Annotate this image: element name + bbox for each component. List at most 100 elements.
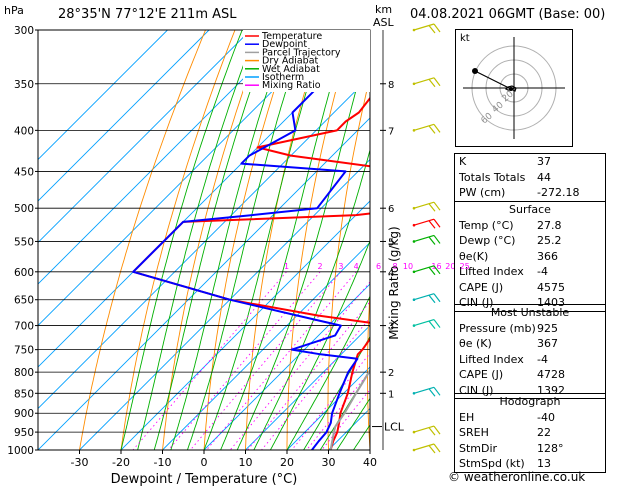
surface-row: CAPE (J) 4575 xyxy=(455,280,605,296)
pressure-tick-label: 850 xyxy=(14,388,34,400)
hodograph-row: EH -40 xyxy=(455,410,605,426)
hpa-axis-unit: hPa xyxy=(4,4,24,17)
pressure-tick-label: 500 xyxy=(14,203,34,215)
km-tick-label: 6 xyxy=(388,204,394,215)
wet-adiabat-line xyxy=(303,335,370,450)
legend-label: Parcel Trajectory xyxy=(262,47,341,58)
wind-barb xyxy=(412,443,441,454)
legend-box xyxy=(243,30,370,92)
wind-barb-staff xyxy=(413,425,435,433)
wet-adiabat-line xyxy=(319,368,370,450)
mixing-ratio-label: 10 xyxy=(403,262,413,271)
isotherm-line xyxy=(79,158,370,450)
wind-barb-staff xyxy=(413,293,435,301)
index-value: 13 xyxy=(537,457,551,470)
wind-barb-base xyxy=(412,270,416,274)
index-value: 25.2 xyxy=(537,234,562,247)
index-row-pw: PW (cm) -272.18 xyxy=(455,185,605,201)
wind-barb-staff xyxy=(413,77,435,85)
index-value: 925 xyxy=(537,321,558,335)
legend-label: Isotherm xyxy=(262,72,304,83)
mixing-ratio-line xyxy=(306,370,370,450)
isotherm-line xyxy=(162,241,370,450)
index-label: StmSpd (kt) xyxy=(459,457,525,470)
index-value: -4 xyxy=(537,352,548,366)
most-unstable-row: CAPE (J) 4728 xyxy=(455,367,605,383)
km-tick-label: 8 xyxy=(388,80,394,91)
wind-barb xyxy=(412,123,441,134)
index-label: Totals Totals xyxy=(459,170,526,184)
dry-adiabat-line xyxy=(203,30,295,450)
temperature-tick-label: 0 xyxy=(201,456,208,469)
surface-row: Lifted Index -4 xyxy=(455,264,605,280)
wind-barb xyxy=(412,23,441,34)
wind-barb-flag xyxy=(428,25,436,34)
temperature-tick-label: -30 xyxy=(71,456,89,469)
wind-barb-flag xyxy=(433,386,441,396)
index-label: θe(K) xyxy=(459,249,489,263)
index-value: 4575 xyxy=(537,280,565,294)
temperature-tick-label: 40 xyxy=(363,456,377,469)
mixing-ratio-label: 16 xyxy=(431,262,441,271)
wet-adiabat-line xyxy=(186,30,306,450)
mixing-ratio-label: 6 xyxy=(376,262,381,271)
wind-barb xyxy=(412,201,441,212)
lcl-label: LCL xyxy=(384,421,405,434)
wind-barb-flag xyxy=(428,125,436,134)
wind-barb-staff xyxy=(413,265,435,273)
wind-barb-base xyxy=(412,240,416,243)
index-value: 4728 xyxy=(537,368,565,381)
index-label: CAPE (J) xyxy=(459,368,504,381)
surface-section-title: Surface xyxy=(509,203,551,216)
wind-barb xyxy=(412,265,441,276)
indices-surface-box: Surface Temp (°C) 27.8 Dewp (°C) 25.2 θe(K… xyxy=(454,201,606,312)
most-unstable-row: θe (K) 367 xyxy=(455,336,605,352)
temperature-tick-label: 30 xyxy=(322,456,336,469)
plot-frame xyxy=(37,29,371,451)
index-label: Lifted Index xyxy=(459,352,524,366)
surface-row: Temp (°C) 27.8 xyxy=(455,218,605,234)
most-unstable-row: Pressure (mb) 925 xyxy=(455,321,605,337)
pressure-tick-label: 600 xyxy=(14,267,34,279)
km-tick-label: 3 xyxy=(388,322,394,333)
wind-barb-base xyxy=(412,298,416,302)
hodograph-unit: kt xyxy=(460,33,470,44)
pressure-tick-label: 450 xyxy=(14,166,34,178)
indices-hodograph-box: Hodograph EH -40 SREH 22 StmDir 128° StmSpd… xyxy=(454,393,606,473)
km-tick-label: 4 xyxy=(388,268,394,279)
wind-barb-flag xyxy=(428,266,436,276)
isotherm-line xyxy=(38,30,210,202)
pressure-tick-label: 350 xyxy=(14,79,34,91)
mixing-ratio-label: 2 xyxy=(318,262,323,271)
wind-barb-flag xyxy=(428,427,436,436)
wind-barb-base xyxy=(412,28,416,32)
wet-adiabat-line xyxy=(336,397,370,450)
mixing-ratio-line xyxy=(168,271,321,450)
temperature-tick-label: -20 xyxy=(112,456,130,469)
mixing-ratio-label: 4 xyxy=(354,262,359,271)
index-label: CIN (J) xyxy=(459,296,494,309)
isotherm-line xyxy=(38,30,334,327)
wind-barbs-column xyxy=(412,23,441,454)
asl-axis-unit: ASL xyxy=(373,16,394,29)
wind-barb-flag xyxy=(433,123,441,133)
pressure-tick-label: 550 xyxy=(14,236,34,248)
index-label: Lifted Index xyxy=(459,265,524,278)
index-label: SREH xyxy=(459,426,489,439)
wind-barb-staff xyxy=(413,386,435,394)
index-value: 44 xyxy=(537,170,551,184)
isotherm-line xyxy=(38,30,168,161)
footer-credit[interactable]: © weatheronline.co.uk xyxy=(448,470,586,484)
wind-barb xyxy=(412,425,441,436)
legend-label: Temperature xyxy=(261,31,322,42)
wind-barb-flag xyxy=(428,220,436,229)
mixing-ratio-line xyxy=(132,271,287,450)
wind-barb-staff xyxy=(413,443,435,451)
wind-barb-flag xyxy=(433,218,441,228)
pressure-tick-label: 750 xyxy=(14,345,34,357)
wind-barb-staff xyxy=(413,218,435,226)
hodograph-start-point xyxy=(472,68,478,74)
hodograph: kt 20 40 60 xyxy=(455,29,573,147)
wind-barb-flag xyxy=(428,236,436,245)
dry-adiabat-line xyxy=(614,30,629,450)
